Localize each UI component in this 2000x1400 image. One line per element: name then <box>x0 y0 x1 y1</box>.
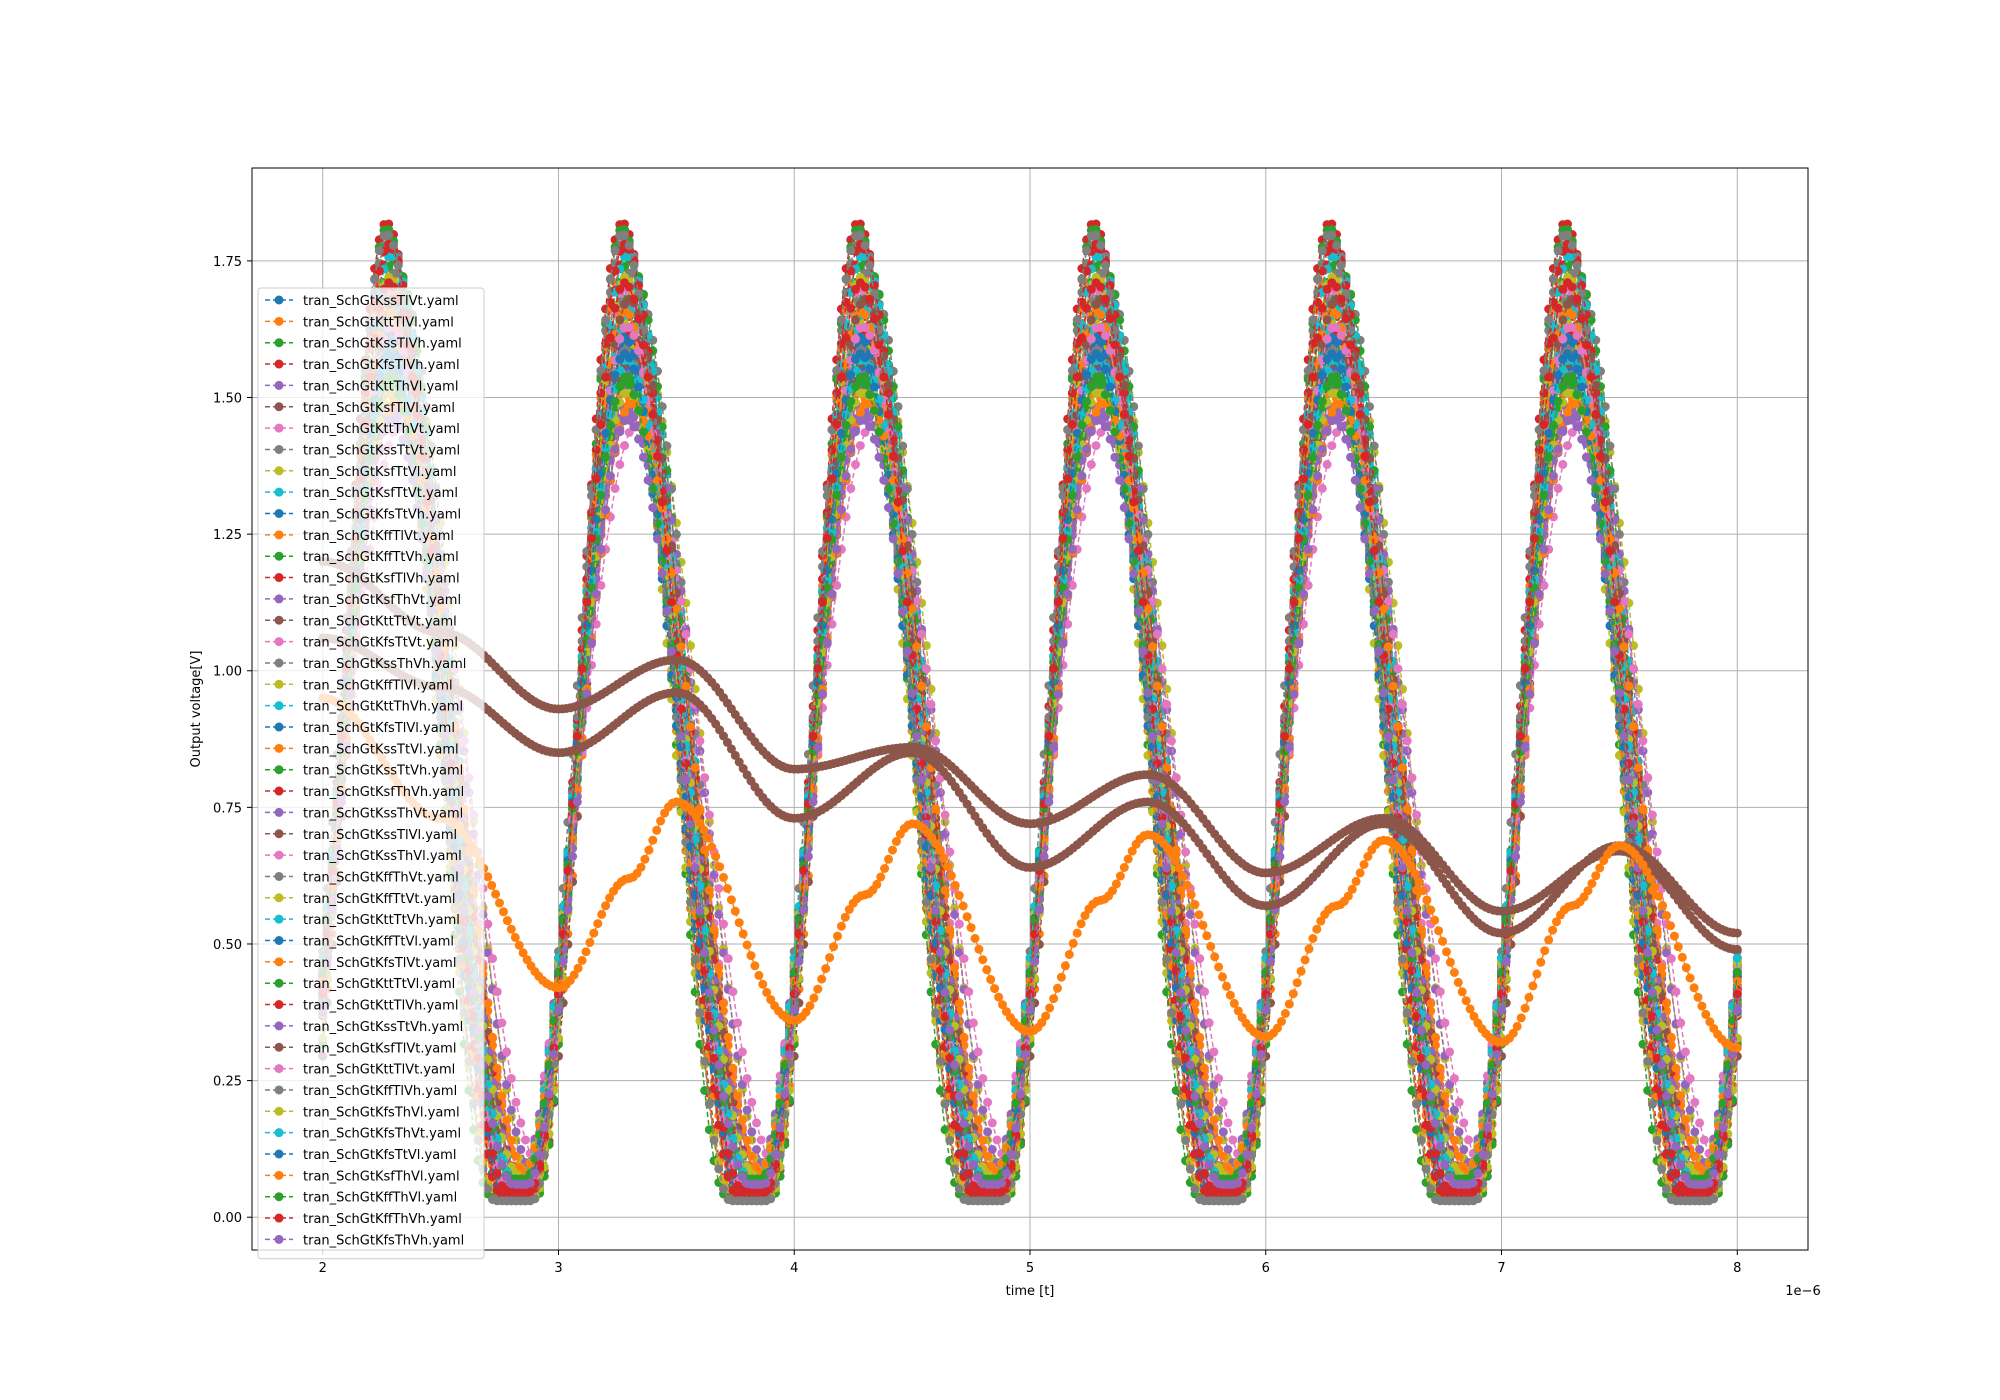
chart-figure: 2345678 0.000.250.500.751.001.251.501.75… <box>189 167 1821 1299</box>
